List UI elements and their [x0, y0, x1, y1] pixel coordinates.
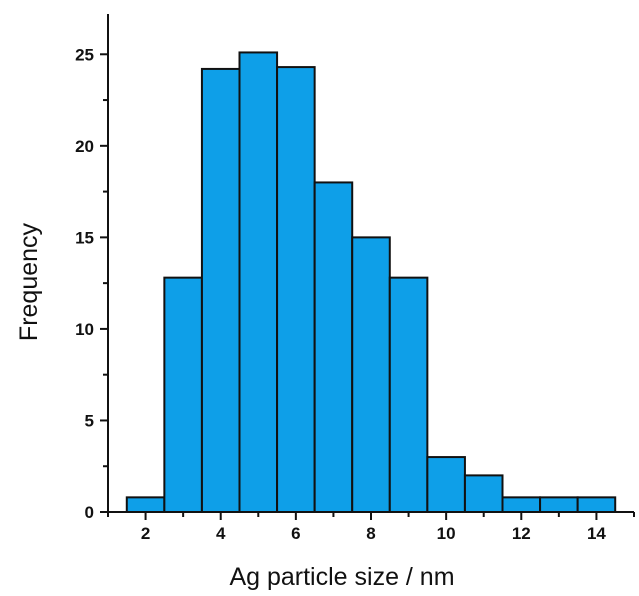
ticks-group: 2 4 6 8 10 12 14 0 5 10 15 20 25 [75, 45, 635, 543]
bar-4 [200, 67, 241, 513]
x-tick-label-12: 12 [512, 524, 531, 543]
x-tick-label-14: 14 [587, 524, 606, 543]
bar-3 [163, 276, 203, 513]
bar-10 [426, 456, 466, 513]
y-tick-label-25: 25 [75, 45, 94, 64]
bar-6 [276, 66, 316, 514]
y-tick-label-5: 5 [85, 411, 94, 430]
x-tick-label-2: 2 [141, 524, 150, 543]
y-tick-label-15: 15 [75, 228, 94, 247]
bar-9 [388, 276, 429, 513]
bar-12 [501, 496, 542, 513]
x-tick-label-8: 8 [366, 524, 375, 543]
bar-8 [351, 236, 391, 513]
bars-group [125, 51, 617, 514]
bar-5 [238, 51, 279, 514]
x-tick-label-10: 10 [437, 524, 456, 543]
bar-7 [313, 181, 354, 514]
x-axis-title: Ag particle size / nm [229, 563, 454, 591]
bar-14 [576, 496, 617, 513]
x-tick-label-6: 6 [291, 524, 300, 543]
y-tick-label-10: 10 [75, 320, 94, 339]
x-tick-label-4: 4 [216, 524, 226, 543]
bar-11 [463, 474, 504, 513]
y-tick-label-0: 0 [85, 503, 94, 522]
bar-13 [539, 496, 579, 513]
y-tick-label-20: 20 [75, 137, 94, 156]
y-axis-title: Frequency [15, 222, 43, 341]
bar-2 [125, 496, 166, 513]
